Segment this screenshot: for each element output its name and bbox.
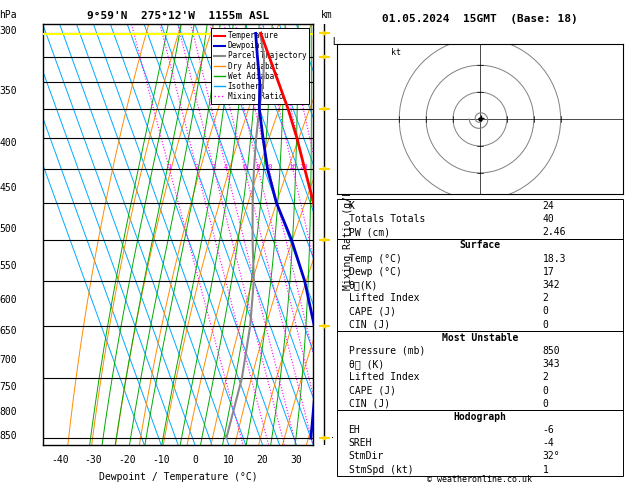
- Text: Surface: Surface: [459, 241, 501, 250]
- Text: CIN (J): CIN (J): [348, 320, 390, 330]
- Text: -30: -30: [85, 455, 103, 465]
- Text: LCL: LCL: [316, 430, 333, 440]
- Text: 0: 0: [543, 399, 548, 409]
- Text: 17: 17: [543, 267, 555, 277]
- Text: Totals Totals: Totals Totals: [348, 214, 425, 224]
- Text: 0: 0: [543, 306, 548, 316]
- Text: 800: 800: [0, 407, 17, 417]
- Bar: [337, 410, 623, 476]
- Text: K: K: [348, 201, 355, 211]
- Text: 2: 2: [543, 372, 548, 382]
- Text: -8: -8: [316, 173, 328, 183]
- Bar: [337, 239, 623, 331]
- Text: 400: 400: [0, 138, 17, 148]
- Text: 16: 16: [288, 164, 297, 171]
- Text: 342: 342: [543, 280, 560, 290]
- Text: -3: -3: [316, 364, 328, 373]
- Text: -10: -10: [152, 455, 170, 465]
- Text: Temp (°C): Temp (°C): [348, 254, 401, 263]
- Text: Most Unstable: Most Unstable: [442, 333, 518, 343]
- Text: 343: 343: [543, 359, 560, 369]
- Text: -5: -5: [316, 278, 328, 287]
- Title: 9°59'N  275°12'W  1155m ASL: 9°59'N 275°12'W 1155m ASL: [87, 11, 269, 21]
- Text: StmDir: StmDir: [348, 451, 384, 462]
- Text: 1: 1: [167, 164, 171, 171]
- Text: 40: 40: [543, 214, 555, 224]
- Text: -40: -40: [51, 455, 69, 465]
- Text: Dewpoint / Temperature (°C): Dewpoint / Temperature (°C): [99, 472, 257, 482]
- Text: -6: -6: [316, 241, 328, 250]
- Text: θᴇ (K): θᴇ (K): [348, 359, 384, 369]
- Text: Pressure (mb): Pressure (mb): [348, 346, 425, 356]
- Text: 3: 3: [211, 164, 216, 171]
- Legend: Temperature, Dewpoint, Parcel Trajectory, Dry Adiabat, Wet Adiabat, Isotherm, Mi: Temperature, Dewpoint, Parcel Trajectory…: [211, 28, 309, 104]
- Text: 0: 0: [543, 385, 548, 396]
- Text: © weatheronline.co.uk: © weatheronline.co.uk: [428, 475, 532, 485]
- Text: 850: 850: [0, 431, 17, 441]
- Text: 600: 600: [0, 295, 17, 305]
- Text: Lifted Index: Lifted Index: [348, 372, 419, 382]
- Text: 18.3: 18.3: [543, 254, 566, 263]
- Text: 500: 500: [0, 225, 17, 234]
- Text: ASL: ASL: [321, 37, 339, 47]
- Text: Hodograph: Hodograph: [454, 412, 506, 422]
- Text: 2: 2: [194, 164, 199, 171]
- Text: Mixing Ratio (g/kg): Mixing Ratio (g/kg): [343, 179, 353, 290]
- Text: PW (cm): PW (cm): [348, 227, 390, 237]
- Text: 10: 10: [264, 164, 273, 171]
- Text: 24: 24: [543, 201, 555, 211]
- Text: 4: 4: [224, 164, 228, 171]
- Text: StmSpd (kt): StmSpd (kt): [348, 465, 413, 475]
- Text: 450: 450: [0, 183, 17, 193]
- Text: 01.05.2024  15GMT  (Base: 18): 01.05.2024 15GMT (Base: 18): [382, 15, 578, 24]
- Text: 20: 20: [300, 164, 308, 171]
- Text: CAPE (J): CAPE (J): [348, 306, 396, 316]
- Text: CAPE (J): CAPE (J): [348, 385, 396, 396]
- Text: 20: 20: [257, 455, 269, 465]
- Text: 2.46: 2.46: [543, 227, 566, 237]
- Text: 32°: 32°: [543, 451, 560, 462]
- Text: 10: 10: [223, 455, 235, 465]
- Text: -4: -4: [543, 438, 555, 448]
- Text: 350: 350: [0, 86, 17, 96]
- Text: kt: kt: [391, 48, 401, 56]
- Text: hPa: hPa: [0, 10, 17, 20]
- Text: 650: 650: [0, 327, 17, 336]
- Text: 6: 6: [242, 164, 247, 171]
- Text: -7: -7: [316, 206, 328, 216]
- Text: 700: 700: [0, 355, 17, 365]
- Text: 550: 550: [0, 261, 17, 272]
- Text: 30: 30: [291, 455, 302, 465]
- Text: CIN (J): CIN (J): [348, 399, 390, 409]
- Text: θᴇ(K): θᴇ(K): [348, 280, 378, 290]
- Text: 300: 300: [0, 26, 17, 36]
- Bar: [337, 199, 623, 239]
- Bar: [337, 331, 623, 410]
- Text: 2: 2: [543, 293, 548, 303]
- Text: 0: 0: [192, 455, 198, 465]
- Text: Lifted Index: Lifted Index: [348, 293, 419, 303]
- Text: 0: 0: [543, 320, 548, 330]
- Text: -20: -20: [118, 455, 136, 465]
- Text: Dewp (°C): Dewp (°C): [348, 267, 401, 277]
- Text: 8: 8: [256, 164, 260, 171]
- Text: -2: -2: [316, 412, 328, 422]
- Text: 1: 1: [543, 465, 548, 475]
- Text: SREH: SREH: [348, 438, 372, 448]
- Text: km: km: [321, 10, 333, 20]
- Text: -6: -6: [543, 425, 555, 435]
- Text: 850: 850: [543, 346, 560, 356]
- Text: -4: -4: [316, 317, 328, 327]
- Text: EH: EH: [348, 425, 360, 435]
- Text: 750: 750: [0, 382, 17, 392]
